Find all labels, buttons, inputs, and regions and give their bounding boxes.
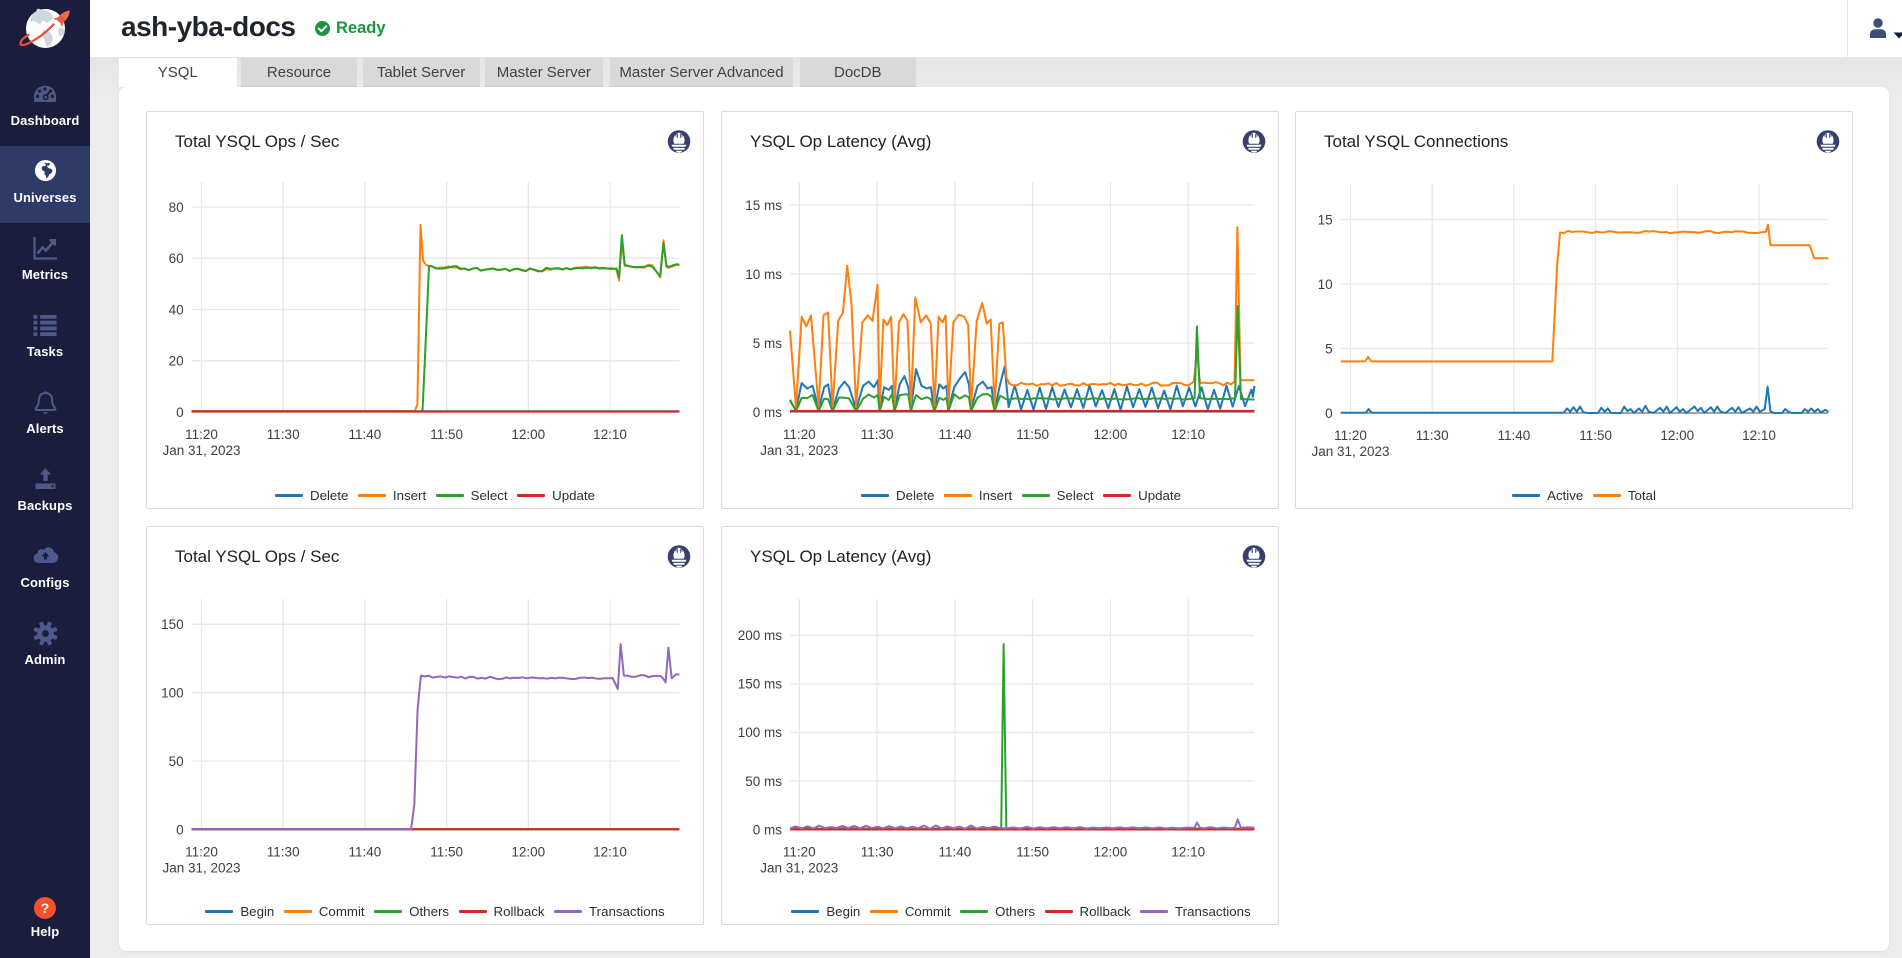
svg-text:YSQL Op Latency (Avg): YSQL Op Latency (Avg) (750, 132, 931, 151)
svg-text:11:20: 11:20 (1334, 428, 1367, 443)
svg-text:11:30: 11:30 (267, 427, 300, 442)
svg-text:12:10: 12:10 (1171, 427, 1205, 442)
svg-text:0 ms: 0 ms (753, 405, 783, 420)
svg-text:11:40: 11:40 (349, 427, 382, 442)
svg-text:11:50: 11:50 (430, 427, 463, 442)
svg-text:15: 15 (1318, 212, 1333, 227)
svg-text:12:00: 12:00 (1094, 427, 1128, 442)
svg-text:Total YSQL Ops / Sec: Total YSQL Ops / Sec (175, 547, 340, 566)
svg-text:150: 150 (161, 617, 184, 632)
svg-text:0: 0 (176, 405, 184, 420)
svg-text:11:30: 11:30 (861, 427, 894, 442)
svg-text:100: 100 (161, 686, 184, 701)
svg-text:11:50: 11:50 (1579, 428, 1612, 443)
svg-text:50 ms: 50 ms (745, 774, 782, 789)
svg-text:12:00: 12:00 (511, 427, 545, 442)
svg-text:11:20: 11:20 (185, 427, 218, 442)
svg-text:15 ms: 15 ms (745, 198, 782, 213)
svg-text:11:40: 11:40 (349, 845, 382, 860)
svg-text:11:40: 11:40 (939, 845, 972, 860)
svg-text:5 ms: 5 ms (753, 336, 783, 351)
svg-text:11:30: 11:30 (267, 845, 300, 860)
svg-text:12:10: 12:10 (593, 427, 627, 442)
svg-text:50: 50 (169, 754, 184, 769)
svg-text:12:00: 12:00 (1660, 428, 1694, 443)
svg-text:5: 5 (1325, 341, 1333, 356)
svg-text:150 ms: 150 ms (738, 677, 783, 692)
svg-text:11:40: 11:40 (1498, 428, 1531, 443)
svg-text:12:10: 12:10 (1171, 845, 1205, 860)
svg-text:YSQL Op Latency (Avg): YSQL Op Latency (Avg) (750, 547, 931, 566)
svg-text:11:20: 11:20 (783, 845, 816, 860)
svg-text:11:40: 11:40 (939, 427, 972, 442)
svg-text:12:10: 12:10 (1742, 428, 1776, 443)
svg-text:11:30: 11:30 (861, 845, 894, 860)
svg-text:11:20: 11:20 (783, 427, 816, 442)
svg-text:80: 80 (169, 200, 184, 215)
svg-text:0: 0 (1325, 406, 1333, 421)
svg-text:10 ms: 10 ms (745, 267, 782, 282)
svg-text:11:50: 11:50 (1016, 427, 1049, 442)
svg-text:20: 20 (169, 354, 184, 369)
svg-text:200 ms: 200 ms (738, 628, 783, 643)
svg-text:Jan 31, 2023: Jan 31, 2023 (162, 861, 240, 876)
svg-text:11:30: 11:30 (1416, 428, 1449, 443)
svg-text:11:20: 11:20 (185, 845, 218, 860)
svg-text:0 ms: 0 ms (753, 822, 783, 837)
svg-text:Total YSQL Connections: Total YSQL Connections (1324, 132, 1508, 151)
svg-text:11:50: 11:50 (430, 845, 463, 860)
svg-text:60: 60 (169, 251, 184, 266)
svg-text:12:00: 12:00 (1094, 845, 1128, 860)
svg-text:Jan 31, 2023: Jan 31, 2023 (760, 443, 838, 458)
svg-text:10: 10 (1318, 277, 1333, 292)
svg-text:Jan 31, 2023: Jan 31, 2023 (760, 861, 838, 876)
svg-text:100 ms: 100 ms (738, 725, 783, 740)
svg-text:12:10: 12:10 (593, 845, 627, 860)
svg-text:40: 40 (169, 302, 184, 317)
svg-text:Jan 31, 2023: Jan 31, 2023 (162, 443, 240, 458)
svg-text:Jan 31, 2023: Jan 31, 2023 (1311, 444, 1389, 459)
svg-text:Total YSQL Ops / Sec: Total YSQL Ops / Sec (175, 132, 340, 151)
svg-text:12:00: 12:00 (511, 845, 545, 860)
svg-text:11:50: 11:50 (1016, 845, 1049, 860)
svg-text:0: 0 (176, 822, 184, 837)
